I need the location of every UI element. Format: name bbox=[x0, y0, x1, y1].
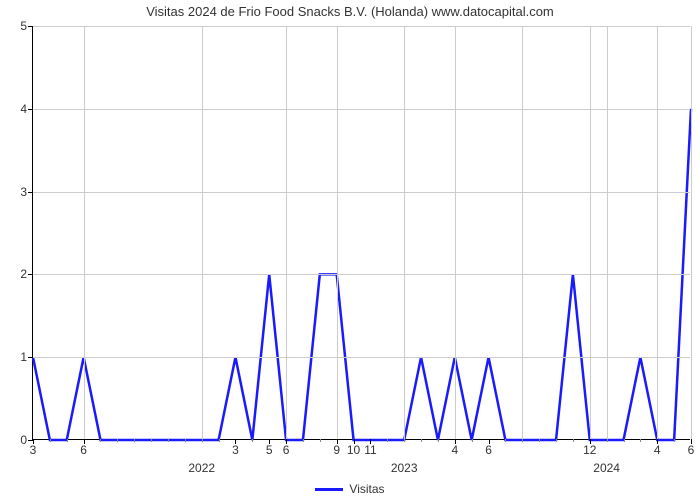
x-tick-minor bbox=[134, 439, 135, 442]
gridline-v bbox=[590, 26, 591, 439]
x-axis-label: 6 bbox=[80, 439, 87, 457]
gridline-v bbox=[691, 26, 692, 439]
gridline-v bbox=[657, 26, 658, 439]
gridline-h bbox=[33, 357, 690, 358]
x-tick-minor bbox=[252, 439, 253, 442]
x-tick-minor bbox=[438, 439, 439, 442]
gridline-h bbox=[33, 109, 690, 110]
gridline-v bbox=[202, 26, 203, 439]
x-axis-label: 3 bbox=[232, 439, 239, 457]
gridline-v bbox=[337, 26, 338, 439]
legend-label: Visitas bbox=[349, 482, 384, 496]
line-series bbox=[33, 26, 691, 440]
x-tick-minor bbox=[573, 439, 574, 442]
x-axis-label: 6 bbox=[485, 439, 492, 457]
x-tick-minor bbox=[387, 439, 388, 442]
x-axis-year-label: 2022 bbox=[188, 439, 215, 475]
x-axis-label: 9 bbox=[333, 439, 340, 457]
chart-container: Visitas 2024 de Frio Food Snacks B.V. (H… bbox=[0, 0, 700, 500]
x-tick-minor bbox=[50, 439, 51, 442]
x-axis-label: 4 bbox=[451, 439, 458, 457]
x-axis-year-label: 2023 bbox=[391, 439, 418, 475]
x-tick-minor bbox=[505, 439, 506, 442]
x-axis-label: 11 bbox=[364, 439, 376, 457]
x-tick-minor bbox=[320, 439, 321, 442]
y-axis-label: 3 bbox=[20, 185, 33, 199]
x-tick-minor bbox=[67, 439, 68, 442]
gridline-h bbox=[33, 26, 690, 27]
x-tick-minor bbox=[421, 439, 422, 442]
x-tick-minor bbox=[472, 439, 473, 442]
gridline-h bbox=[33, 192, 690, 193]
x-tick-minor bbox=[624, 439, 625, 442]
gridline-v bbox=[607, 26, 608, 439]
y-axis-label: 2 bbox=[20, 267, 33, 281]
x-tick-minor bbox=[168, 439, 169, 442]
x-axis-label: 3 bbox=[30, 439, 37, 457]
legend: Visitas bbox=[0, 482, 700, 496]
y-axis-label: 1 bbox=[20, 350, 33, 364]
y-axis-label: 4 bbox=[20, 102, 33, 116]
x-tick-minor bbox=[185, 439, 186, 442]
plot-area: 0123453635691011461246202220232024 bbox=[32, 26, 690, 440]
gridline-v bbox=[455, 26, 456, 439]
gridline-v bbox=[84, 26, 85, 439]
gridline-v bbox=[404, 26, 405, 439]
x-axis-label: 10 bbox=[347, 439, 360, 457]
x-tick-minor bbox=[556, 439, 557, 442]
x-tick-minor bbox=[151, 439, 152, 442]
chart-title: Visitas 2024 de Frio Food Snacks B.V. (H… bbox=[0, 4, 700, 19]
x-tick-minor bbox=[640, 439, 641, 442]
x-tick-minor bbox=[100, 439, 101, 442]
gridline-v bbox=[286, 26, 287, 439]
gridline-h bbox=[33, 274, 690, 275]
x-axis-label: 6 bbox=[688, 439, 695, 457]
x-tick-minor bbox=[219, 439, 220, 442]
gridline-v bbox=[522, 26, 523, 439]
x-tick-minor bbox=[117, 439, 118, 442]
x-tick-minor bbox=[674, 439, 675, 442]
legend-swatch bbox=[315, 488, 343, 491]
x-tick-minor bbox=[522, 439, 523, 442]
x-axis-label: 5 bbox=[266, 439, 273, 457]
x-tick-minor bbox=[303, 439, 304, 442]
x-axis-year-label: 2024 bbox=[593, 439, 620, 475]
x-tick-minor bbox=[539, 439, 540, 442]
x-axis-label: 4 bbox=[654, 439, 661, 457]
y-axis-label: 5 bbox=[20, 19, 33, 33]
x-axis-label: 6 bbox=[283, 439, 290, 457]
